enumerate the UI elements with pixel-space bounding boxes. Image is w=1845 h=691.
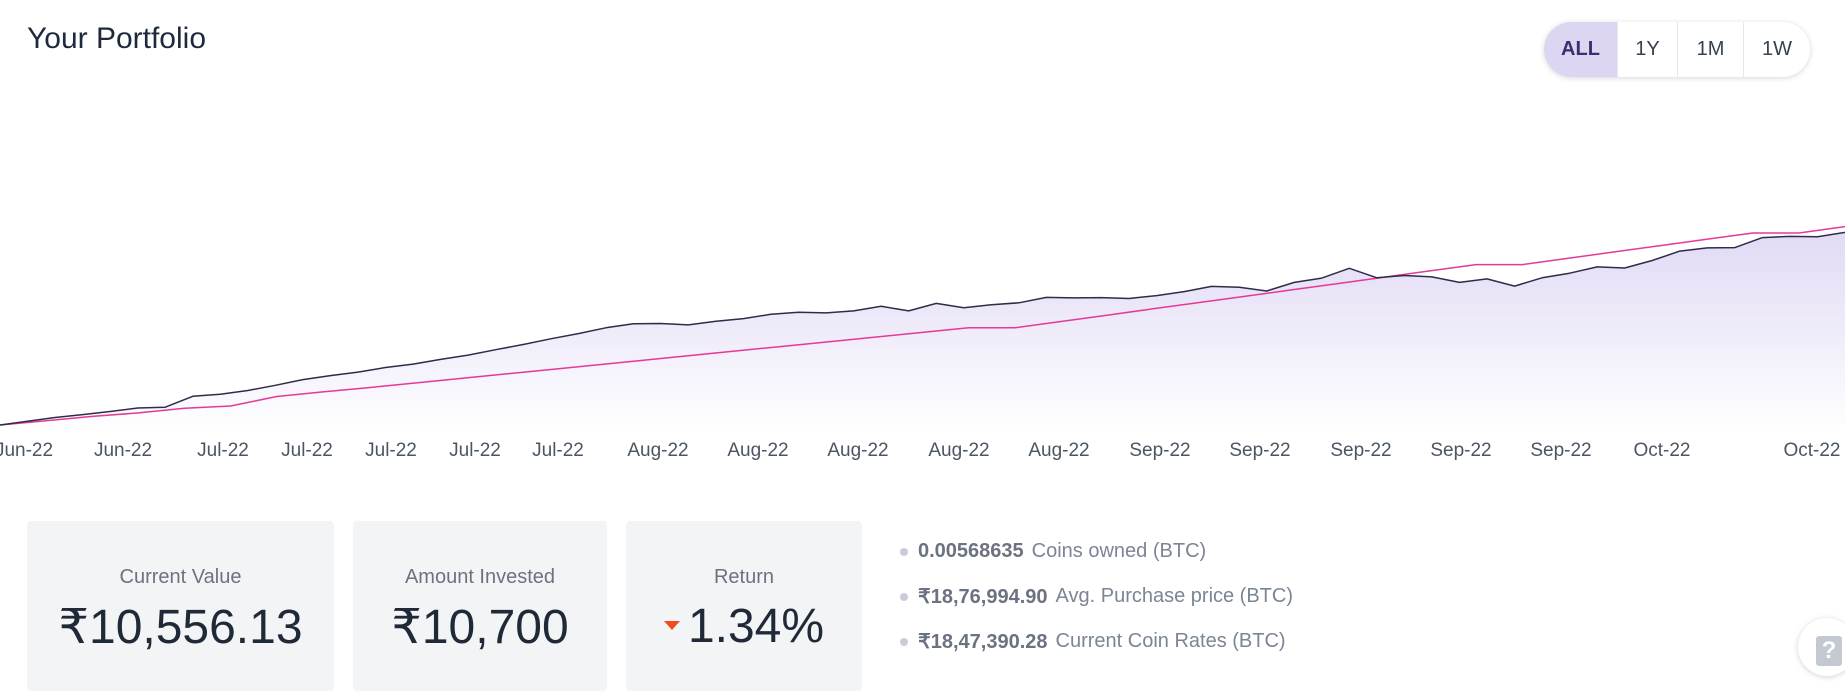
stat-avg-purchase-price: ₹18,76,994.90 Avg. Purchase price (BTC) — [900, 574, 1293, 619]
x-tick-label: Sep-22 — [1229, 440, 1290, 461]
x-tick-label: Aug-22 — [1028, 440, 1089, 461]
tab-1w[interactable]: 1W — [1762, 38, 1792, 60]
coin-stats: 0.00568635 Coins owned (BTC) ₹18,76,994.… — [900, 529, 1293, 664]
help-button[interactable]: ? — [1798, 618, 1845, 676]
return-value: 1.34% — [687, 600, 825, 653]
page-title: Your Portfolio — [27, 22, 207, 55]
amount-invested-amount: ₹10,700 — [391, 601, 569, 654]
bullet-icon — [900, 547, 908, 556]
return-value-wrap: 1.34% — [626, 599, 862, 654]
current-coin-rate-value: ₹18,47,390.28 — [918, 631, 1048, 653]
x-tick-label: Sep-22 — [1330, 440, 1391, 461]
x-tick-label: Aug-22 — [827, 440, 888, 461]
bullet-icon — [900, 592, 908, 601]
avg-purchase-price-label: Avg. Purchase price (BTC) — [1055, 585, 1294, 607]
x-tick-label: Jul-22 — [449, 440, 501, 461]
stat-current-coin-rate: ₹18,47,390.28 Current Coin Rates (BTC) — [900, 619, 1293, 664]
x-tick-label: Jul-22 — [532, 440, 584, 461]
help-icon: ? — [1816, 636, 1842, 666]
x-tick-label: Jul-22 — [281, 440, 333, 461]
current-value-area — [0, 232, 1845, 425]
amount-invested-label: Amount Invested — [404, 566, 556, 588]
current-coin-rate-label: Current Coin Rates (BTC) — [1055, 630, 1286, 652]
tab-all[interactable]: ALL — [1544, 22, 1618, 77]
x-tick-label: Oct-22 — [1783, 440, 1840, 461]
x-tick-label: Jun-22 — [94, 440, 152, 461]
current-value-line — [0, 231, 1845, 426]
bullet-icon — [900, 637, 908, 646]
avg-purchase-price-value: ₹18,76,994.90 — [918, 586, 1048, 608]
return-label: Return — [713, 566, 775, 588]
portfolio-chart: Jun-22 Jun-22 Jul-22 Jul-22 Jul-22 Jul-22 Jul-… — [0, 225, 1845, 461]
x-tick-label: Aug-22 — [727, 440, 788, 461]
x-tick-label: Sep-22 — [1530, 440, 1591, 461]
x-tick-label: Jun-22 — [0, 440, 53, 461]
x-tick-label: Aug-22 — [627, 440, 688, 461]
current-value-label: Current Value — [119, 566, 242, 588]
current-value-amount: ₹10,556.13 — [58, 601, 303, 654]
x-tick-label: Sep-22 — [1129, 440, 1190, 461]
tab-1m[interactable]: 1M — [1678, 22, 1744, 77]
tab-1y[interactable]: 1Y — [1618, 22, 1678, 77]
coins-owned-label: Coins owned (BTC) — [1031, 540, 1207, 562]
current-value-card: Current Value ₹10,556.13 — [27, 521, 334, 691]
return-card: Return 1.34% — [626, 521, 862, 691]
amount-invested-line — [0, 225, 1845, 426]
x-tick-label: Jul-22 — [197, 440, 249, 461]
down-arrow-icon — [663, 620, 680, 630]
stat-coins-owned: 0.00568635 Coins owned (BTC) — [900, 529, 1293, 574]
x-tick-label: Sep-22 — [1430, 440, 1491, 461]
x-tick-label: Aug-22 — [928, 440, 989, 461]
time-range-selector: ALL 1Y 1M 1W — [1544, 22, 1810, 77]
amount-invested-card: Amount Invested ₹10,700 — [353, 521, 607, 691]
x-tick-label: Jul-22 — [365, 440, 417, 461]
x-tick-label: Oct-22 — [1633, 440, 1690, 461]
coins-owned-value: 0.00568635 — [918, 540, 1024, 562]
